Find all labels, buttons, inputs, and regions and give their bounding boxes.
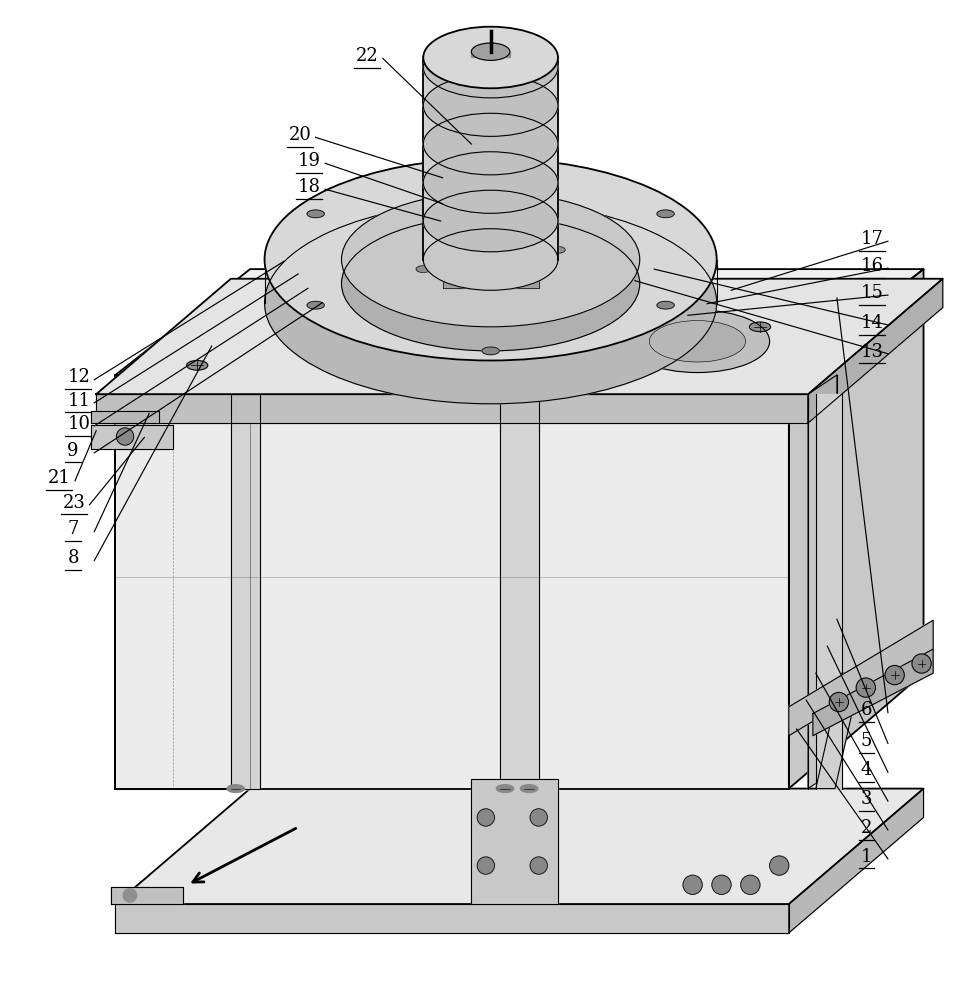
Ellipse shape (496, 785, 513, 792)
Circle shape (477, 857, 494, 874)
Polygon shape (807, 375, 836, 789)
Polygon shape (96, 394, 807, 423)
Ellipse shape (264, 158, 716, 361)
Text: 22: 22 (356, 47, 379, 65)
Circle shape (884, 665, 903, 685)
Ellipse shape (481, 347, 499, 355)
Ellipse shape (307, 210, 324, 218)
Ellipse shape (550, 247, 565, 253)
Circle shape (477, 809, 494, 826)
Text: 10: 10 (67, 415, 90, 433)
Text: 11: 11 (67, 392, 90, 410)
Ellipse shape (423, 152, 557, 213)
Text: 7: 7 (67, 520, 79, 538)
Ellipse shape (341, 216, 639, 351)
Polygon shape (815, 673, 860, 789)
Ellipse shape (227, 785, 244, 792)
Text: 8: 8 (67, 549, 79, 567)
Circle shape (123, 889, 136, 902)
Polygon shape (91, 425, 173, 449)
Polygon shape (788, 269, 923, 789)
Polygon shape (115, 789, 923, 904)
Polygon shape (471, 52, 509, 57)
Circle shape (711, 875, 730, 894)
Text: 12: 12 (67, 368, 90, 386)
Polygon shape (91, 411, 159, 423)
Polygon shape (96, 279, 942, 394)
Polygon shape (115, 269, 923, 375)
Circle shape (855, 678, 875, 697)
Ellipse shape (423, 27, 557, 88)
Text: 2: 2 (860, 819, 872, 837)
Polygon shape (500, 394, 538, 789)
Text: 14: 14 (860, 314, 883, 332)
Ellipse shape (423, 75, 557, 136)
Polygon shape (471, 779, 557, 904)
Ellipse shape (423, 229, 557, 290)
Text: 18: 18 (298, 178, 321, 196)
Text: 5: 5 (860, 732, 872, 750)
Ellipse shape (264, 202, 716, 404)
Text: 16: 16 (860, 257, 883, 275)
Circle shape (911, 654, 930, 673)
Text: 17: 17 (860, 230, 883, 248)
Polygon shape (115, 904, 788, 933)
Polygon shape (788, 789, 923, 933)
Text: 20: 20 (288, 126, 311, 144)
Circle shape (740, 875, 759, 894)
Circle shape (530, 809, 547, 826)
Polygon shape (115, 375, 250, 789)
Ellipse shape (649, 321, 745, 362)
Polygon shape (442, 250, 538, 288)
Text: 6: 6 (860, 701, 872, 719)
Text: 13: 13 (860, 343, 883, 361)
Ellipse shape (415, 266, 430, 272)
Polygon shape (815, 394, 841, 789)
Ellipse shape (423, 36, 557, 98)
Text: 23: 23 (62, 494, 86, 512)
Text: 19: 19 (298, 152, 321, 170)
Ellipse shape (656, 301, 674, 309)
Ellipse shape (341, 192, 639, 327)
Circle shape (116, 428, 134, 445)
Text: 4: 4 (860, 761, 872, 779)
Ellipse shape (307, 301, 324, 309)
Text: 21: 21 (48, 469, 71, 487)
Polygon shape (423, 57, 557, 259)
Ellipse shape (656, 210, 674, 218)
Polygon shape (788, 620, 932, 736)
Ellipse shape (520, 785, 537, 792)
Text: 3: 3 (860, 790, 872, 808)
Polygon shape (111, 887, 183, 904)
Polygon shape (812, 649, 932, 736)
Circle shape (530, 857, 547, 874)
Ellipse shape (186, 361, 208, 370)
Ellipse shape (516, 166, 533, 173)
Text: 1: 1 (860, 848, 872, 866)
Circle shape (769, 856, 788, 875)
Ellipse shape (471, 43, 509, 60)
Polygon shape (231, 394, 259, 789)
Ellipse shape (423, 190, 557, 252)
Circle shape (828, 692, 848, 712)
Text: 9: 9 (67, 442, 79, 460)
Text: 15: 15 (860, 284, 883, 302)
Polygon shape (807, 279, 942, 423)
Ellipse shape (625, 310, 769, 373)
Ellipse shape (423, 113, 557, 175)
Polygon shape (115, 375, 788, 789)
Circle shape (682, 875, 702, 894)
Ellipse shape (749, 322, 770, 332)
